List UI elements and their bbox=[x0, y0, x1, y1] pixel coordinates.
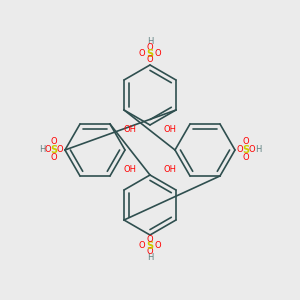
Text: H: H bbox=[255, 146, 261, 154]
Text: H: H bbox=[39, 146, 45, 154]
Text: O: O bbox=[243, 154, 249, 163]
Text: O: O bbox=[147, 248, 153, 256]
Text: O: O bbox=[243, 137, 249, 146]
Text: O: O bbox=[147, 44, 153, 52]
Text: O: O bbox=[155, 50, 161, 58]
Text: O: O bbox=[155, 242, 161, 250]
Text: OH: OH bbox=[164, 166, 176, 175]
Text: O: O bbox=[51, 137, 57, 146]
Text: OH: OH bbox=[164, 125, 176, 134]
Text: S: S bbox=[146, 49, 154, 59]
Text: O: O bbox=[51, 154, 57, 163]
Text: O: O bbox=[249, 146, 255, 154]
Text: H: H bbox=[147, 254, 153, 262]
Text: O: O bbox=[45, 146, 51, 154]
Text: O: O bbox=[147, 56, 153, 64]
Text: O: O bbox=[237, 146, 243, 154]
Text: O: O bbox=[147, 236, 153, 244]
Text: OH: OH bbox=[124, 125, 136, 134]
Text: O: O bbox=[139, 242, 145, 250]
Text: O: O bbox=[139, 50, 145, 58]
Text: H: H bbox=[147, 38, 153, 46]
Text: S: S bbox=[242, 145, 250, 155]
Text: S: S bbox=[146, 241, 154, 251]
Text: OH: OH bbox=[124, 166, 136, 175]
Text: S: S bbox=[50, 145, 58, 155]
Text: O: O bbox=[57, 146, 63, 154]
